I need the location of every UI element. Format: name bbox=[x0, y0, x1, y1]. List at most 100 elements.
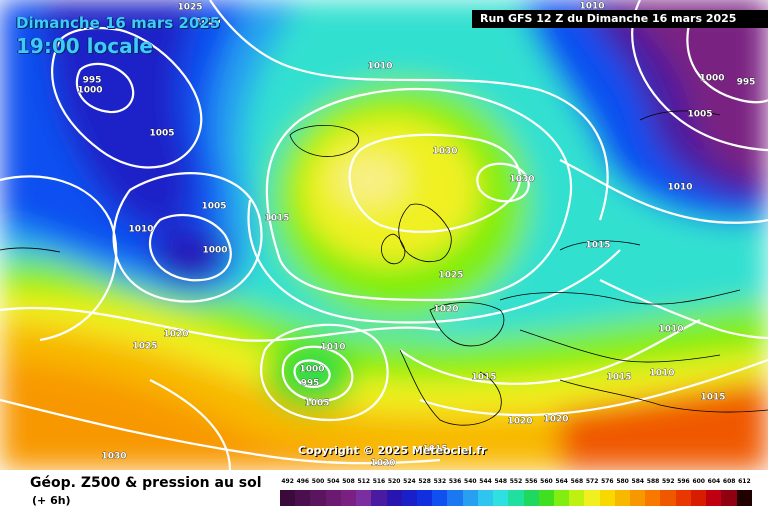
color-scale bbox=[280, 490, 752, 506]
color-swatch bbox=[721, 490, 737, 506]
isobar-label: 1005 bbox=[304, 399, 329, 409]
color-swatch bbox=[630, 490, 646, 506]
color-scale-label: 532 bbox=[433, 478, 447, 485]
color-scale-label: 556 bbox=[524, 478, 538, 485]
color-scale-label: 596 bbox=[677, 478, 690, 485]
isobar-label: 1030 bbox=[509, 175, 534, 185]
isobar-label: 1025 bbox=[132, 342, 157, 352]
isobar-label: 1015 bbox=[422, 445, 447, 455]
isobar-label: 1020 bbox=[433, 305, 458, 315]
isobar-label: 1005 bbox=[201, 202, 226, 212]
isobar-label: 1010 bbox=[658, 325, 683, 335]
isobar-label: 1020 bbox=[370, 459, 395, 469]
color-swatch bbox=[477, 490, 494, 506]
color-scale-label: 572 bbox=[585, 478, 599, 485]
isobar-label: 1010 bbox=[649, 369, 674, 379]
isobar-label: 1025 bbox=[438, 271, 463, 281]
color-scale-label: 600 bbox=[692, 478, 705, 485]
color-scale-label: 564 bbox=[555, 478, 568, 485]
isobar-labels: 1025 1020 1010 1010 995 1000 1000 995 1005 1005 10… bbox=[77, 1, 756, 469]
color-scale-labels: 492 496 500 504 508 512 516 520 524 528 532 536 540 5… bbox=[280, 478, 752, 490]
color-swatch bbox=[599, 490, 615, 506]
color-scale-label: 568 bbox=[570, 478, 584, 485]
isobar-label: 1005 bbox=[149, 129, 174, 139]
isobar-label: 995 bbox=[737, 78, 756, 88]
color-scale-label: 512 bbox=[357, 478, 370, 485]
isobar-label: 1000 bbox=[699, 74, 724, 84]
color-swatch bbox=[690, 490, 707, 506]
isobar-label: 1005 bbox=[687, 110, 712, 120]
color-swatch bbox=[660, 490, 676, 506]
color-scale-label: 520 bbox=[387, 478, 401, 485]
color-swatch bbox=[432, 490, 448, 506]
isobar-label: 1030 bbox=[432, 147, 457, 157]
color-scale-label: 500 bbox=[311, 478, 325, 485]
color-swatch bbox=[356, 490, 372, 506]
isobar-label: 1020 bbox=[195, 18, 220, 28]
map-canvas: 1025 1020 1010 1010 995 1000 1000 995 1005 1005 10… bbox=[0, 0, 768, 470]
color-swatch bbox=[462, 490, 478, 506]
color-scale-label: 588 bbox=[646, 478, 660, 485]
color-scale-label: 524 bbox=[403, 478, 416, 485]
color-scale-label: 544 bbox=[479, 478, 492, 485]
color-swatch bbox=[325, 490, 341, 506]
isobar-label: 1030 bbox=[101, 452, 126, 462]
color-swatch bbox=[493, 490, 509, 506]
isobar-label: 1010 bbox=[128, 225, 153, 235]
color-scale-label: 612 bbox=[738, 478, 751, 485]
geopotential-field bbox=[0, 0, 768, 470]
isobar-label: 1015 bbox=[471, 373, 496, 383]
product-subtitle: (+ 6h) bbox=[32, 494, 71, 507]
copyright-notice: Copyright © 2025 Meteociel.fr bbox=[298, 444, 487, 457]
color-scale-label: 492 bbox=[281, 478, 294, 485]
color-scale-label: 496 bbox=[296, 478, 310, 485]
color-swatch bbox=[614, 490, 631, 506]
color-scale-label: 536 bbox=[448, 478, 462, 485]
color-swatch bbox=[386, 490, 402, 506]
color-scale-label: 516 bbox=[372, 478, 386, 485]
isobar-label: 1020 bbox=[543, 415, 568, 425]
color-swatch bbox=[447, 490, 463, 506]
isobar-label: 1015 bbox=[585, 241, 610, 251]
color-swatch bbox=[645, 490, 661, 506]
coastlines bbox=[0, 110, 768, 426]
color-swatch bbox=[340, 490, 357, 506]
isobar-label: 995 bbox=[301, 379, 320, 389]
color-swatch bbox=[584, 490, 600, 506]
color-swatch bbox=[523, 490, 539, 506]
color-scale-label: 504 bbox=[327, 478, 340, 485]
product-title: Géop. Z500 & pression au sol bbox=[30, 475, 262, 491]
color-scale-label: 528 bbox=[418, 478, 431, 485]
color-swatch bbox=[736, 490, 752, 506]
date-title: Dimanche 16 mars 2025 bbox=[16, 14, 221, 32]
color-swatch bbox=[553, 490, 570, 506]
isobar-label: 1000 bbox=[299, 365, 324, 375]
isobar-label: 995 bbox=[83, 76, 102, 86]
color-scale-label: 560 bbox=[540, 478, 553, 485]
color-scale-label: 584 bbox=[631, 478, 645, 485]
isobar-label: 1010 bbox=[320, 343, 345, 353]
isobar-label: 1015 bbox=[700, 393, 725, 403]
isobar-label: 1000 bbox=[202, 246, 227, 256]
isobar-label: 1010 bbox=[367, 62, 392, 72]
isobar-label: 1015 bbox=[606, 373, 631, 383]
color-swatch bbox=[295, 490, 311, 506]
isobar-label: 1015 bbox=[264, 214, 289, 224]
isobar-label: 1010 bbox=[667, 183, 692, 193]
color-swatch bbox=[508, 490, 524, 506]
color-swatch bbox=[416, 490, 433, 506]
isobar-label: 1020 bbox=[507, 417, 532, 427]
color-scale-label: 604 bbox=[707, 478, 721, 485]
isobar-label: 1025 bbox=[177, 3, 202, 13]
color-scale-label: 592 bbox=[661, 478, 675, 485]
color-scale-label: 580 bbox=[616, 478, 629, 485]
color-swatch bbox=[706, 490, 722, 506]
color-swatch bbox=[675, 490, 691, 506]
color-swatch bbox=[280, 490, 296, 506]
isobar-label: 1020 bbox=[163, 330, 188, 340]
map-area: 1025 1020 1010 1010 995 1000 1000 995 1005 1005 10… bbox=[0, 0, 768, 470]
color-scale-label: 608 bbox=[722, 478, 736, 485]
color-swatch bbox=[569, 490, 585, 506]
color-swatch bbox=[310, 490, 326, 506]
